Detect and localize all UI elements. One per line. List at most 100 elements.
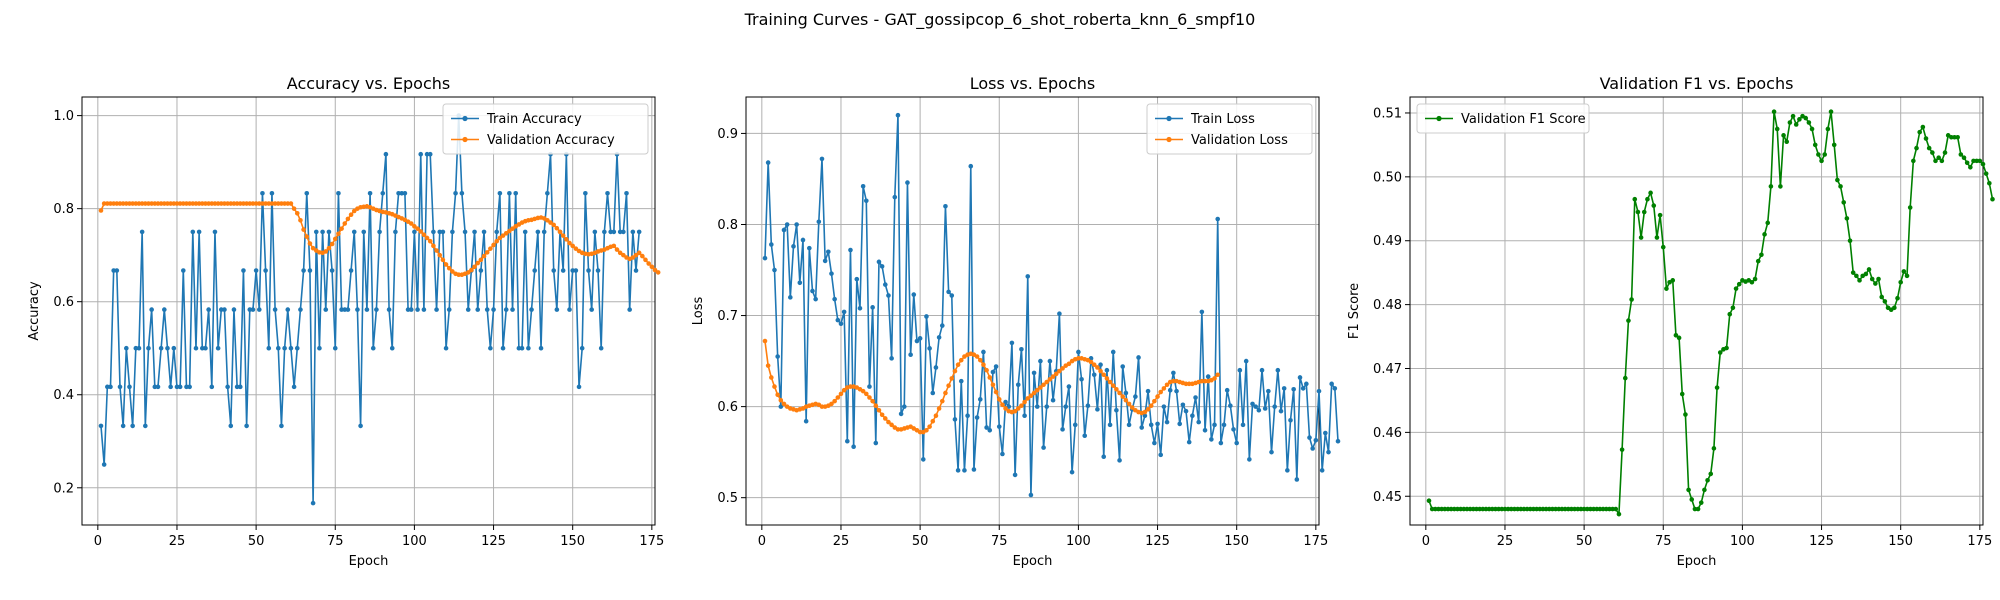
- validation-f1-score-point: [1917, 129, 1922, 135]
- train-loss-point: [1316, 388, 1322, 394]
- train-accuracy-point: [500, 345, 506, 351]
- validation-accuracy-point: [570, 243, 575, 249]
- train-accuracy-point: [149, 307, 154, 312]
- train-loss-point: [778, 404, 784, 409]
- validation-loss-point: [1114, 387, 1119, 392]
- validation-accuracy-point: [484, 250, 490, 255]
- accuracy-x-tick-label: 75: [327, 534, 344, 549]
- validation-f1-score-point: [1626, 318, 1631, 323]
- validation-accuracy-point: [231, 201, 237, 206]
- train-loss-point: [939, 323, 945, 328]
- train-accuracy-point: [174, 384, 180, 390]
- train-accuracy-point: [304, 191, 310, 196]
- train-loss-point: [917, 336, 923, 341]
- validation-f1-score-point: [1803, 115, 1809, 121]
- train-accuracy-point: [491, 307, 496, 312]
- train-loss-point: [835, 317, 841, 323]
- validation-accuracy-point: [342, 221, 348, 226]
- train-accuracy-point: [269, 191, 275, 196]
- accuracy-y-tick-label: 0.4: [53, 388, 74, 403]
- train-accuracy-point: [193, 345, 199, 351]
- train-accuracy-point: [177, 384, 183, 390]
- validation-f1-score-point: [1632, 196, 1638, 202]
- validation-accuracy-point: [285, 201, 291, 206]
- validation-accuracy-point: [139, 201, 145, 206]
- train-loss-point: [879, 264, 885, 269]
- validation-f1-score-point: [1597, 506, 1603, 512]
- validation-f1-score-point: [1787, 120, 1793, 125]
- train-loss-point: [1063, 404, 1069, 409]
- validation-loss-point: [1152, 398, 1157, 404]
- validation-loss-point: [1117, 390, 1122, 396]
- train-loss-point: [854, 276, 860, 282]
- train-loss-point: [829, 271, 834, 276]
- validation-loss-point: [1022, 399, 1027, 405]
- validation-loss-point: [879, 412, 885, 418]
- train-loss-point: [1139, 425, 1145, 430]
- train-loss-point: [873, 440, 879, 446]
- train-accuracy-point: [538, 345, 544, 351]
- validation-f1-score-point: [1882, 299, 1888, 304]
- train-accuracy-point: [225, 384, 230, 390]
- train-accuracy-point: [190, 229, 196, 235]
- validation-accuracy-point: [614, 247, 620, 252]
- validation-loss-point: [1183, 381, 1189, 387]
- train-loss-point: [819, 156, 825, 162]
- validation-f1-score-point: [1458, 506, 1463, 512]
- validation-accuracy-point: [478, 257, 484, 263]
- validation-f1-score-point: [1537, 506, 1543, 512]
- validation-loss-point: [778, 397, 784, 403]
- accuracy-y-tick-label: 0.2: [53, 481, 74, 496]
- validation-f1-score-point: [1730, 305, 1736, 311]
- validation-f1-score-point: [1676, 335, 1682, 341]
- train-loss-point: [851, 444, 856, 449]
- validation-f1-score-point: [1983, 171, 1989, 176]
- train-accuracy-point: [551, 268, 556, 273]
- validation-f1-score-point: [1509, 506, 1514, 512]
- train-accuracy-point: [282, 345, 287, 351]
- train-loss-point: [1323, 430, 1328, 436]
- validation-f1-score-point: [1534, 506, 1539, 512]
- validation-loss-point: [765, 363, 771, 368]
- train-loss-point: [867, 384, 872, 389]
- f1-y-tick-label: 0.46: [1373, 426, 1402, 441]
- validation-f1-score-point: [1901, 269, 1907, 274]
- validation-loss-point: [762, 338, 768, 344]
- loss-axes-frame: [745, 96, 1320, 526]
- train-loss-point: [1228, 403, 1233, 409]
- train-loss-point: [924, 314, 929, 319]
- loss-legend-box: [1146, 103, 1313, 155]
- train-loss-point: [1025, 274, 1031, 279]
- train-loss-point: [1272, 404, 1277, 409]
- validation-f1-score-point: [1809, 126, 1815, 132]
- train-loss-point: [905, 180, 910, 185]
- train-loss-point: [860, 183, 866, 189]
- validation-f1-score-point: [1797, 117, 1802, 122]
- train-loss-point: [1278, 408, 1284, 414]
- validation-f1-score-point: [1455, 506, 1460, 512]
- train-accuracy-point: [412, 229, 417, 235]
- validation-f1-score-point: [1854, 273, 1859, 279]
- validation-f1-score-point: [1616, 511, 1622, 517]
- validation-loss-point: [987, 375, 993, 380]
- validation-loss-point: [943, 390, 948, 396]
- f1-y-axis-label: F1 Score: [1347, 283, 1362, 339]
- train-accuracy-point: [627, 307, 632, 312]
- validation-loss-point: [1171, 378, 1176, 384]
- f1-y-tick-label: 0.48: [1373, 298, 1402, 313]
- validation-loss-point: [1038, 385, 1043, 390]
- validation-accuracy-point: [196, 201, 202, 206]
- validation-accuracy-point: [101, 201, 107, 206]
- train-accuracy-point: [408, 307, 414, 312]
- train-loss-point: [1313, 438, 1319, 443]
- validation-accuracy-point: [244, 201, 249, 206]
- validation-f1-score-point: [1581, 506, 1587, 512]
- train-loss-point: [996, 424, 1002, 429]
- train-loss-point: [1069, 469, 1075, 475]
- train-loss-point: [1091, 372, 1097, 378]
- validation-accuracy-point: [339, 226, 344, 231]
- train-loss-point: [1202, 427, 1208, 433]
- validation-accuracy-point: [503, 231, 509, 236]
- train-accuracy-point: [472, 229, 477, 235]
